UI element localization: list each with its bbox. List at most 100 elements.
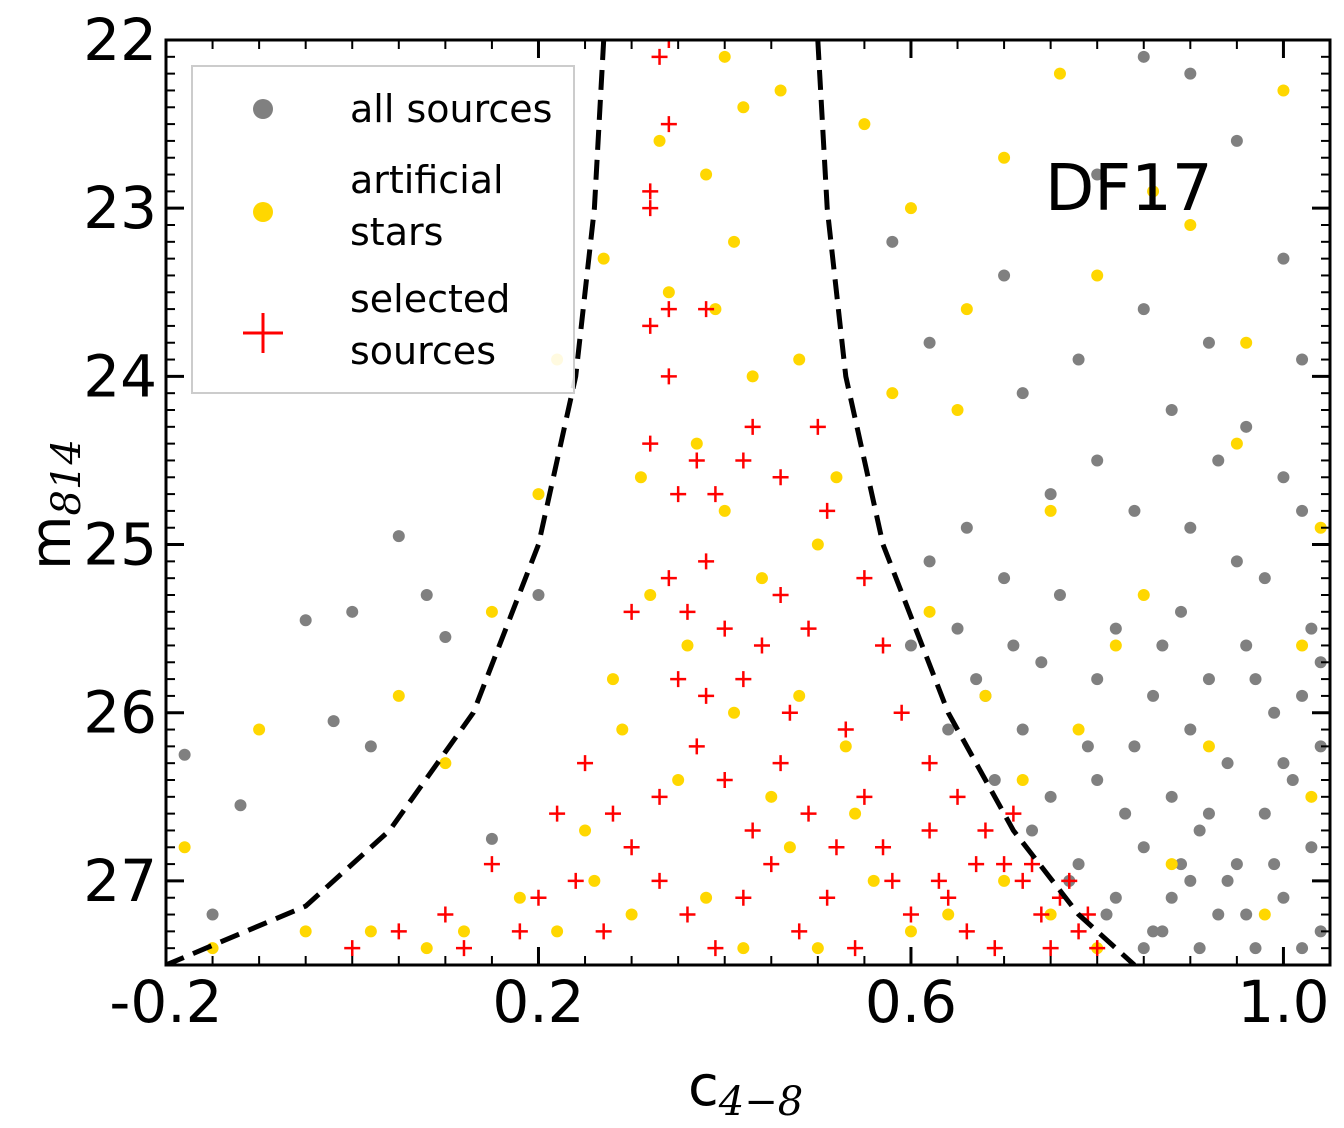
point-all-sources <box>904 639 917 652</box>
point-selected-sources <box>577 755 594 772</box>
point-artificial-stars <box>551 925 564 938</box>
point-all-sources <box>1091 673 1104 686</box>
legend-marker-selected-sources <box>243 313 283 353</box>
point-all-sources <box>1137 50 1150 63</box>
point-all-sources <box>1296 942 1309 955</box>
point-selected-sources <box>921 822 938 839</box>
point-selected-sources <box>772 587 789 603</box>
point-all-sources <box>1147 689 1160 702</box>
point-artificial-stars <box>672 774 685 786</box>
point-artificial-stars <box>951 404 964 416</box>
point-all-sources <box>1184 874 1197 887</box>
point-all-sources <box>1258 807 1271 820</box>
point-artificial-stars <box>364 925 377 938</box>
point-artificial-stars <box>1202 740 1215 753</box>
y-tick-label: 26 <box>83 679 157 747</box>
point-all-sources <box>1128 504 1141 517</box>
point-artificial-stars <box>606 673 619 686</box>
point-selected-sources <box>800 805 817 822</box>
point-all-sources <box>1193 942 1206 955</box>
point-all-sources <box>1007 639 1020 652</box>
plot-frame <box>164 38 1332 967</box>
point-all-sources <box>1109 622 1122 635</box>
point-artificial-stars <box>709 303 722 316</box>
point-selected-sources <box>642 200 659 217</box>
x-axis-label: c4−8 <box>688 1054 803 1125</box>
point-all-sources <box>1091 454 1104 467</box>
point-artificial-stars <box>839 740 852 753</box>
point-all-sources <box>178 748 191 761</box>
point-selected-sources <box>549 805 566 822</box>
point-artificial-stars <box>634 471 647 484</box>
point-artificial-stars <box>513 891 526 904</box>
point-selected-sources <box>958 923 975 940</box>
point-all-sources <box>1286 774 1299 786</box>
point-artificial-stars <box>1277 84 1290 97</box>
point-artificial-stars <box>690 437 703 450</box>
point-selected-sources <box>1005 805 1022 822</box>
y-tick-label: 25 <box>83 511 157 579</box>
point-artificial-stars <box>1091 269 1104 282</box>
point-selected-sources <box>437 906 454 923</box>
point-selected-sources <box>902 906 919 923</box>
point-all-sources <box>1044 790 1057 803</box>
point-selected-sources <box>688 452 705 469</box>
point-all-sources <box>1212 454 1225 467</box>
point-all-sources <box>1296 353 1309 366</box>
point-selected-sources <box>819 502 836 519</box>
point-selected-sources <box>809 418 826 435</box>
point-selected-sources <box>1042 940 1059 957</box>
point-artificial-stars <box>1147 185 1160 198</box>
point-selected-sources <box>455 940 472 957</box>
point-all-sources <box>1202 807 1215 820</box>
point-all-sources <box>1137 841 1150 854</box>
point-selected-sources <box>651 788 668 805</box>
point-all-sources <box>988 774 1001 786</box>
point-artificial-stars <box>1314 521 1327 534</box>
point-all-sources <box>1277 757 1290 770</box>
point-all-sources <box>1137 303 1150 316</box>
legend: all sources artificial stars selected so… <box>191 65 575 394</box>
point-all-sources <box>1277 252 1290 265</box>
point-artificial-stars <box>1053 67 1066 80</box>
point-all-sources <box>1202 673 1215 686</box>
point-selected-sources <box>986 940 1003 957</box>
point-selected-sources <box>604 805 621 822</box>
series-selected-sources <box>344 40 1106 957</box>
point-all-sources <box>346 605 359 618</box>
point-all-sources <box>886 235 899 248</box>
point-all-sources <box>1221 874 1234 887</box>
point-all-sources <box>1165 404 1178 416</box>
point-selected-sources <box>651 872 668 889</box>
point-all-sources <box>299 614 312 627</box>
legend-marker-artificial-stars <box>253 202 273 222</box>
point-all-sources <box>532 589 545 601</box>
point-all-sources <box>1296 504 1309 517</box>
selection-curve-left <box>166 40 607 965</box>
point-selected-sources <box>716 772 733 788</box>
point-all-sources <box>1305 622 1318 635</box>
point-all-sources <box>1053 589 1066 601</box>
point-artificial-stars <box>1137 589 1150 601</box>
point-selected-sources <box>828 839 845 856</box>
y-tick-label: 22 <box>83 6 157 74</box>
point-all-sources <box>1212 908 1225 921</box>
point-all-sources <box>998 572 1011 585</box>
point-artificial-stars <box>457 925 470 938</box>
point-selected-sources <box>949 788 966 805</box>
point-all-sources <box>1268 706 1281 719</box>
point-artificial-stars <box>485 605 498 618</box>
point-artificial-stars <box>960 303 973 316</box>
point-artificial-stars <box>700 891 713 904</box>
point-all-sources <box>1249 942 1262 955</box>
point-selected-sources <box>847 940 864 957</box>
point-all-sources <box>1091 168 1104 181</box>
point-artificial-stars <box>904 925 917 938</box>
point-all-sources <box>1016 387 1029 400</box>
legend-label-selected-sources-line2: sources <box>350 329 496 373</box>
point-all-sources <box>1016 723 1029 736</box>
point-selected-sources <box>679 906 696 923</box>
point-all-sources <box>1165 891 1178 904</box>
point-artificial-stars <box>420 942 433 955</box>
legend-label-selected-sources-line1: selected <box>350 277 510 321</box>
